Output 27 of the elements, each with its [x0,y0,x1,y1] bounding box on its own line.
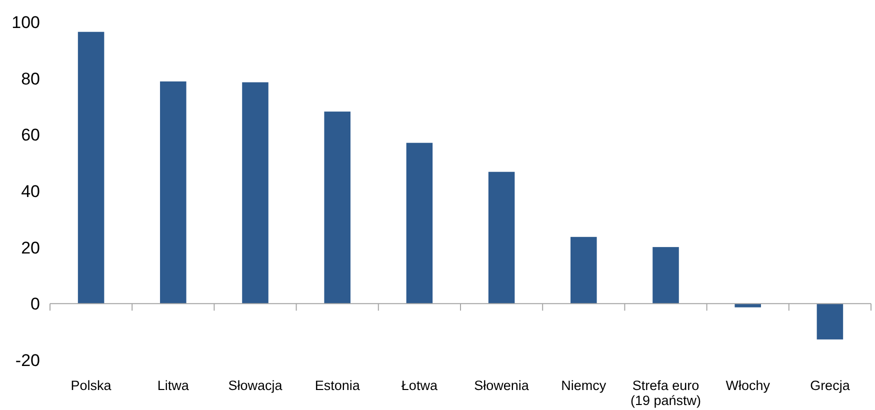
y-tick-label: 60 [21,126,40,145]
bar [406,142,433,304]
x-tick-label: Litwa [157,378,190,393]
bar [160,81,186,304]
bar [78,32,104,304]
x-tick-label: Łotwa [401,378,438,393]
bar [242,82,268,304]
bar [570,236,597,304]
bar [324,112,350,304]
bar [652,247,679,304]
y-tick-label: 80 [21,69,40,88]
x-tick-label: Niemcy [561,378,606,393]
bar [488,172,515,304]
y-tick-label: 100 [12,12,40,32]
x-tick-label: Włochy [726,378,770,393]
y-tick-label: 40 [21,182,40,201]
x-tick-label: Estonia [314,378,360,393]
bar [816,304,844,340]
x-tick-label: Grecja [810,378,850,393]
x-tick-label: Słowacja [228,378,283,393]
x-tick-label: Strefa euro (19 państw) [630,378,702,408]
bar [734,304,761,308]
x-tick-label: Słowenia [474,378,530,393]
x-tick-label: Polska [70,378,112,393]
y-tick-label: 20 [21,238,40,258]
y-tick-label: 0 [30,294,40,314]
y-tick-label: -20 [15,350,40,370]
